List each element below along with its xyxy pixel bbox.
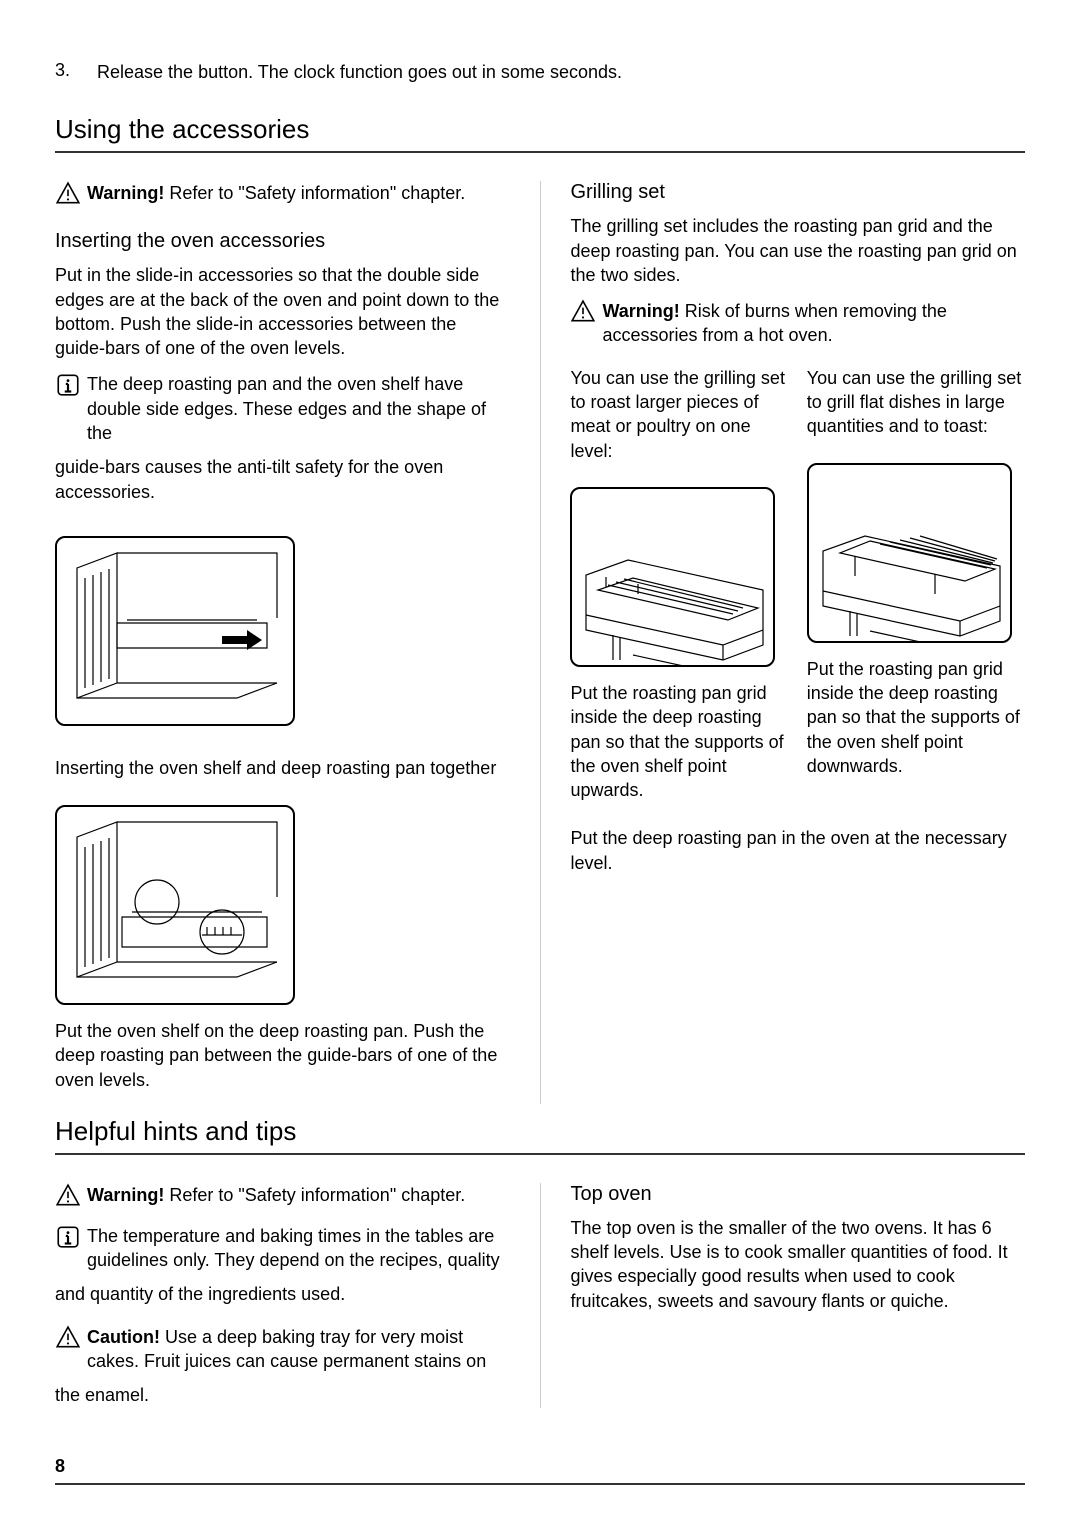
caution-label: Caution! bbox=[87, 1327, 160, 1347]
body-text: The grilling set includes the roasting p… bbox=[570, 214, 1025, 287]
left-column: Warning! Refer to "Safety information" c… bbox=[55, 1183, 510, 1408]
grill-caption: Put the roasting pan grid inside the dee… bbox=[570, 681, 788, 802]
subsection-title: Inserting the oven shelf and deep roasti… bbox=[55, 758, 510, 779]
info-text: The temperature and baking times in the … bbox=[87, 1224, 510, 1273]
caution-text: Caution! Use a deep baking tray for very… bbox=[87, 1325, 510, 1374]
section-title: Helpful hints and tips bbox=[55, 1116, 1025, 1147]
section-title: Using the accessories bbox=[55, 114, 1025, 145]
grill-caption: Put the roasting pan grid inside the dee… bbox=[807, 657, 1025, 778]
warning-icon bbox=[55, 1325, 87, 1356]
ordered-list-item: 3. Release the button. The clock functio… bbox=[55, 60, 1025, 84]
info-note: The temperature and baking times in the … bbox=[55, 1224, 510, 1273]
section-rule bbox=[55, 151, 1025, 153]
column-divider bbox=[540, 1183, 541, 1408]
warning-body: Refer to "Safety information" chapter. bbox=[164, 1185, 465, 1205]
warning-text: Warning! Refer to "Safety information" c… bbox=[87, 181, 510, 205]
subsection-title: Grilling set bbox=[570, 181, 1025, 204]
warning-label: Warning! bbox=[87, 1185, 164, 1205]
warning-icon bbox=[55, 181, 87, 212]
warning-icon bbox=[55, 1183, 87, 1214]
subsection-title: Inserting the oven accessories bbox=[55, 230, 510, 253]
right-column: Grilling set The grilling set includes t… bbox=[570, 181, 1025, 1104]
subsection-title: Top oven bbox=[570, 1183, 1025, 1206]
list-text: Release the button. The clock function g… bbox=[97, 60, 1025, 84]
warning-note: Warning! Refer to "Safety information" c… bbox=[55, 181, 510, 212]
grill-col-left: You can use the grilling set to roast la… bbox=[570, 366, 788, 813]
caution-text-cont: the enamel. bbox=[55, 1383, 510, 1407]
grilling-two-col: You can use the grilling set to roast la… bbox=[570, 366, 1025, 813]
page-number: 8 bbox=[55, 1456, 65, 1477]
info-text-cont: guide-bars causes the anti-tilt safety f… bbox=[55, 455, 510, 504]
info-text: The deep roasting pan and the oven shelf… bbox=[87, 372, 510, 445]
section-rule bbox=[55, 1153, 1025, 1155]
info-text-cont: and quantity of the ingredients used. bbox=[55, 1282, 510, 1306]
warning-note: Warning! Refer to "Safety information" c… bbox=[55, 1183, 510, 1214]
body-text: The top oven is the smaller of the two o… bbox=[570, 1216, 1025, 1313]
two-column-layout: Warning! Refer to "Safety information" c… bbox=[55, 181, 1025, 1104]
bottom-rule bbox=[55, 1483, 1025, 1485]
warning-text: Warning! Refer to "Safety information" c… bbox=[87, 1183, 510, 1207]
warning-note: Warning! Risk of burns when removing the… bbox=[570, 299, 1025, 348]
diagram-grill-down bbox=[807, 463, 1012, 643]
body-text: Put the deep roasting pan in the oven at… bbox=[570, 826, 1025, 875]
right-column: Top oven The top oven is the smaller of … bbox=[570, 1183, 1025, 1408]
info-note: The deep roasting pan and the oven shelf… bbox=[55, 372, 510, 445]
grill-intro-text: You can use the grilling set to grill fl… bbox=[807, 366, 1025, 439]
grill-intro-text: You can use the grilling set to roast la… bbox=[570, 366, 788, 463]
warning-label: Warning! bbox=[87, 183, 164, 203]
left-column: Warning! Refer to "Safety information" c… bbox=[55, 181, 510, 1104]
grill-col-right: You can use the grilling set to grill fl… bbox=[807, 366, 1025, 813]
warning-label: Warning! bbox=[602, 301, 679, 321]
info-icon bbox=[55, 1224, 87, 1255]
diagram-slide-in bbox=[55, 536, 295, 726]
column-divider bbox=[540, 181, 541, 1104]
warning-icon bbox=[570, 299, 602, 330]
diagram-grill-up bbox=[570, 487, 775, 667]
diagram-shelf-and-pan bbox=[55, 805, 295, 1005]
info-icon bbox=[55, 372, 87, 403]
warning-body: Refer to "Safety information" chapter. bbox=[164, 183, 465, 203]
body-text: Put in the slide-in accessories so that … bbox=[55, 263, 510, 360]
two-column-layout: Warning! Refer to "Safety information" c… bbox=[55, 1183, 1025, 1408]
caution-note: Caution! Use a deep baking tray for very… bbox=[55, 1325, 510, 1374]
warning-text: Warning! Risk of burns when removing the… bbox=[602, 299, 1025, 348]
body-text: Put the oven shelf on the deep roasting … bbox=[55, 1019, 510, 1092]
list-number: 3. bbox=[55, 60, 97, 84]
